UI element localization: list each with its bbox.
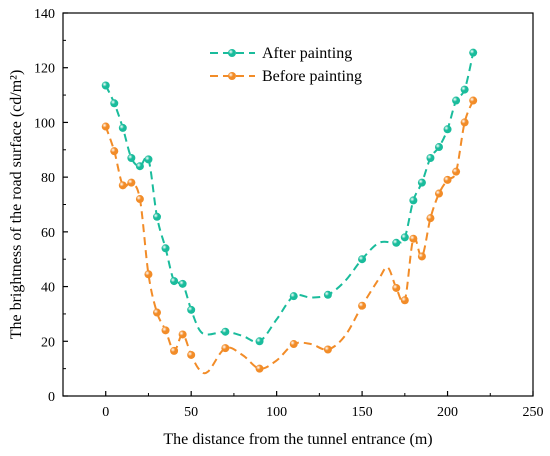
legend-swatch-marker (228, 49, 236, 57)
plot-area (101, 48, 478, 375)
data-point (187, 350, 196, 359)
data-point (221, 327, 230, 336)
data-point (409, 234, 418, 243)
data-point (409, 196, 418, 205)
data-point (153, 212, 161, 221)
data-point (426, 214, 435, 223)
data-point (153, 308, 161, 317)
data-point (452, 167, 461, 176)
data-point (161, 244, 170, 253)
data-point (289, 292, 298, 301)
data-point (323, 345, 332, 354)
legend-label: After painting (262, 45, 352, 62)
x-axis-label: The distance from the tunnel entrance (m… (163, 431, 432, 448)
data-point (443, 125, 452, 134)
data-point (289, 340, 298, 349)
axes: 0 50 100 150 200 250 0 20 40 60 80 100 120 140 (34, 7, 544, 420)
data-point (135, 162, 144, 171)
x-tick-label: 100 (266, 405, 287, 420)
legend-item: Before painting (210, 68, 362, 85)
data-point (170, 346, 179, 355)
data-point (435, 143, 443, 152)
legend-label: Before painting (262, 68, 362, 85)
data-point (118, 181, 127, 190)
x-tick-label: 150 (352, 405, 373, 420)
data-point (161, 326, 170, 335)
y-tick-label: 40 (41, 281, 55, 296)
series-line-after-painting (104, 52, 475, 343)
data-point (110, 99, 119, 108)
data-point (417, 252, 426, 261)
data-point (392, 283, 401, 292)
data-point (127, 153, 136, 162)
data-point (469, 48, 478, 57)
data-point (144, 270, 153, 279)
legend-item: After painting (210, 45, 352, 62)
y-tick-label: 120 (34, 62, 55, 77)
data-point (358, 255, 367, 264)
x-tick-label: 0 (102, 405, 109, 420)
data-point (101, 122, 110, 131)
y-tick-label: 0 (48, 390, 55, 405)
x-tick-label: 200 (437, 405, 458, 420)
series-before-painting (101, 96, 478, 375)
data-point (392, 238, 401, 247)
data-point (443, 175, 452, 184)
series-line-before-painting (104, 100, 475, 375)
data-point (118, 123, 127, 132)
x-tick-label: 250 (523, 405, 544, 420)
data-point (255, 337, 264, 346)
data-point (358, 301, 367, 310)
data-point (460, 118, 469, 127)
data-point (187, 305, 196, 314)
data-point (460, 85, 469, 94)
y-tick-label: 80 (41, 171, 55, 186)
data-point (127, 178, 136, 187)
data-point (221, 344, 230, 353)
data-point (469, 96, 478, 105)
y-tick-label: 100 (34, 116, 55, 131)
data-point (255, 364, 264, 373)
data-point (101, 81, 110, 90)
data-point (400, 233, 409, 242)
legend: After painting Before painting (210, 45, 362, 85)
data-point (110, 147, 119, 156)
data-point (178, 330, 187, 339)
y-tick-label: 20 (41, 335, 55, 350)
y-tick-label: 60 (41, 226, 55, 241)
y-tick-label: 140 (34, 7, 55, 22)
legend-swatch-marker (228, 72, 236, 80)
data-point (170, 277, 179, 286)
x-tick-label: 50 (184, 405, 198, 420)
data-point (426, 153, 435, 162)
data-point (417, 178, 426, 187)
y-axis-label: The brightness of the road surface (cd/m… (8, 70, 25, 340)
data-point (323, 290, 332, 299)
series-after-painting (101, 48, 478, 346)
data-point (452, 96, 461, 105)
data-point (144, 155, 153, 164)
data-point (400, 296, 409, 305)
data-point (178, 279, 187, 288)
data-point (435, 189, 443, 198)
data-point (135, 195, 144, 204)
